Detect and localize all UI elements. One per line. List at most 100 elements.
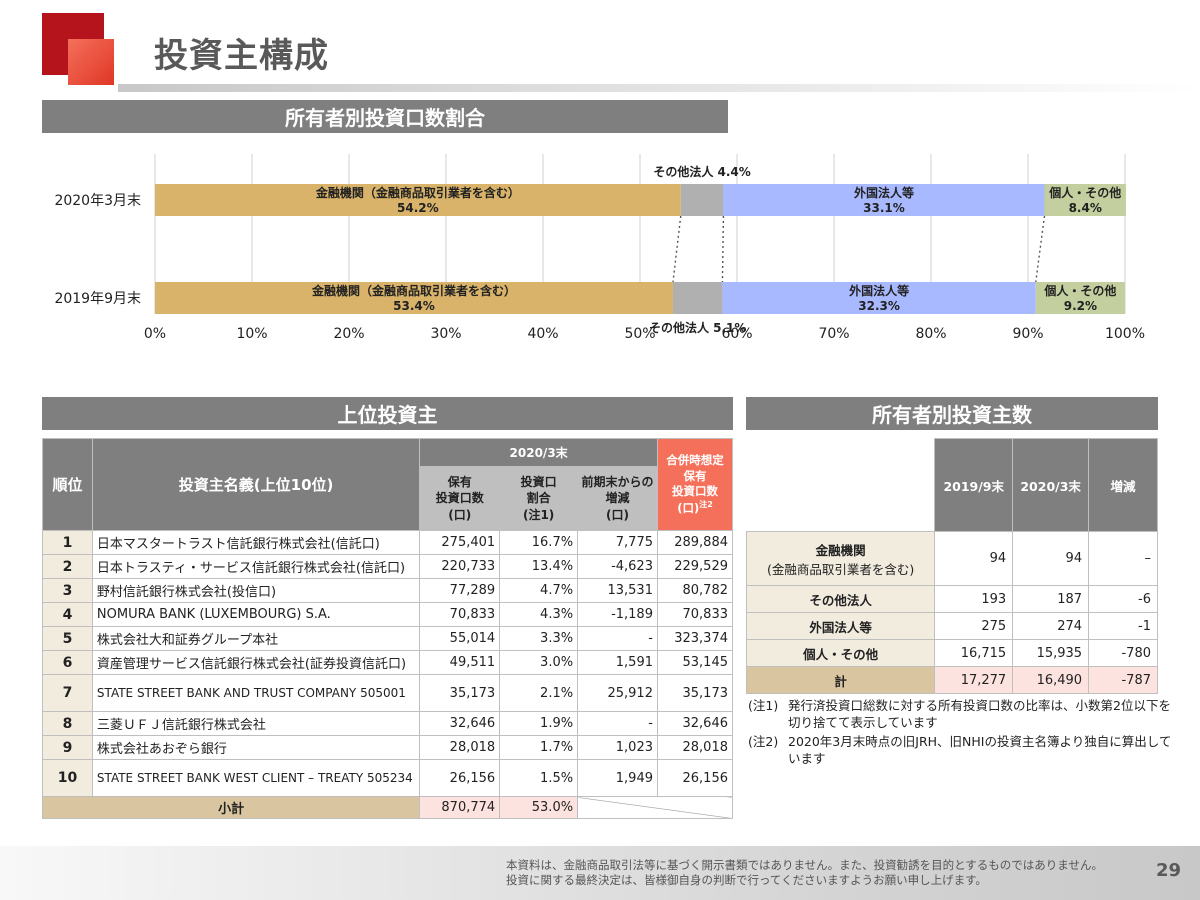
category-cell: 個人・その他: [745, 639, 936, 667]
bar-segment: [723, 184, 1045, 216]
data-label: 54.2%: [397, 201, 439, 215]
header-2020: 2020/3末: [1012, 438, 1090, 532]
y-tick-label: 2020年3月末: [54, 193, 141, 209]
stacked-bar-chart: 0% 10% 20% 30% 40% 50% 60% 70% 80% 90% 100% 2020年3月…: [54, 154, 1145, 342]
series-label: 金融機関（金融商品取引業者を含む）: [315, 185, 520, 200]
rank-cell: 9: [42, 735, 93, 760]
merge-cell: 26,156: [656, 759, 734, 797]
x-tick-label: 70%: [818, 326, 849, 342]
connector-line: [672, 215, 682, 283]
rank-cell: 10: [42, 759, 93, 797]
notes: (注1) 発行済投資口総数に対する所有投資口数の比率は、小数第2位以下を切り捨てて…: [748, 697, 1178, 769]
ratio-cell: 3.3%: [499, 626, 579, 651]
header-name: 投資主名義(上位10位): [91, 438, 421, 531]
x-tick-label: 20%: [333, 326, 364, 342]
units-cell: 77,289: [419, 578, 501, 603]
bar-segment: [680, 184, 724, 216]
name-cell: 日本マスタートラスト信託銀行株式会社(信託口): [91, 530, 421, 555]
section-header-count: 所有者別投資主数: [746, 397, 1158, 430]
rank-cell: 3: [42, 578, 93, 603]
ratio-cell: 13.4%: [499, 554, 579, 579]
merge-cell: 28,018: [656, 735, 734, 760]
data-label: その他法人 4.4%: [653, 164, 750, 179]
change-cell: 1,023: [577, 735, 658, 760]
bar-segment: [155, 282, 673, 314]
title-rule: [118, 84, 1200, 92]
value-2020: 15,935: [1012, 639, 1090, 667]
merge-cell: 32,646: [656, 711, 734, 736]
total-2019: 17,277: [934, 666, 1014, 694]
logo-square-front: [68, 39, 114, 85]
table-row: 3 野村信託銀行株式会社(投信口) 77,289 4.7% 13,531 80,…: [42, 578, 734, 603]
subtotal-empty: [577, 796, 733, 819]
bar-segment: [672, 282, 723, 314]
footer-bar: [0, 846, 1200, 900]
x-tick-label: 60%: [721, 326, 752, 342]
data-label: 8.4%: [1069, 201, 1102, 215]
category-cell: その他法人: [745, 585, 936, 613]
header-ratio: 投資口 割合 (注1): [499, 466, 579, 531]
table-row: 5 株式会社大和証券グループ本社 55,014 3.3% - 323,374: [42, 626, 734, 651]
change-cell: 13,531: [577, 578, 658, 603]
change-cell: 25,912: [577, 674, 658, 712]
name-cell: 株式会社大和証券グループ本社: [91, 626, 421, 651]
table-row: 6 資産管理サービス信託銀行株式会社(証券投資信託口) 49,511 3.0% …: [42, 650, 734, 675]
ratio-cell: 1.5%: [499, 759, 579, 797]
total-label: 計: [745, 666, 936, 694]
rank-cell: 1: [42, 530, 93, 555]
change-cell: -: [577, 711, 658, 736]
x-tick-label: 90%: [1012, 326, 1043, 342]
x-tick-label: 30%: [430, 326, 461, 342]
data-label: その他法人 5.1%: [649, 320, 746, 335]
data-label: 53.4%: [393, 299, 435, 313]
name-cell: 三菱ＵＦＪ信託銀行株式会社: [91, 711, 421, 736]
ratio-cell: 2.1%: [499, 674, 579, 712]
subtotal-ratio: 53.0%: [499, 796, 579, 819]
header-change: 前期末からの 増減 (口): [577, 466, 658, 531]
section-header-top: 上位投資主: [42, 397, 733, 430]
x-tick-label: 80%: [915, 326, 946, 342]
name-cell: NOMURA BANK (LUXEMBOURG) S.A.: [91, 602, 421, 627]
merge-cell: 289,884: [656, 530, 734, 555]
rank-cell: 2: [42, 554, 93, 579]
rank-cell: 4: [42, 602, 93, 627]
section-header-ratio: 所有者別投資口数割合: [42, 100, 728, 133]
bar-segment: [1044, 184, 1126, 216]
change-cell: 1,591: [577, 650, 658, 675]
category-cell: 金融機関 (金融商品取引業者を含む): [745, 531, 936, 586]
ratio-cell: 3.0%: [499, 650, 579, 675]
subtotal-label: 小計: [41, 796, 421, 819]
rank-cell: 6: [42, 650, 93, 675]
header-rank: 順位: [42, 438, 93, 531]
units-cell: 220,733: [419, 554, 501, 579]
series-label: 外国法人等: [854, 185, 914, 200]
x-tick-label: 10%: [236, 326, 267, 342]
merge-cell: 229,529: [656, 554, 734, 579]
change-cell: -1,189: [577, 602, 658, 627]
disclaimer: 本資料は、金融商品取引法等に基づく開示書類ではありません。また、投資勧誘を目的と…: [506, 858, 1103, 887]
merge-cell: 323,374: [656, 626, 734, 651]
value-2019: 94: [934, 531, 1014, 586]
note-2: (注2) 2020年3月末時点の旧JRH、旧NHIの投資主名簿より独自に算出してい…: [748, 734, 1172, 766]
name-cell: 野村信託銀行株式会社(投信口): [91, 578, 421, 603]
ratio-cell: 4.7%: [499, 578, 579, 603]
name-cell: STATE STREET BANK AND TRUST COMPANY 5050…: [91, 674, 421, 712]
series-label: 外国法人等: [849, 283, 909, 298]
bar-segment: [1035, 282, 1125, 314]
table-row: 4 NOMURA BANK (LUXEMBOURG) S.A. 70,833 4…: [42, 602, 734, 627]
value-2020: 187: [1012, 585, 1090, 613]
x-tick-label: 50%: [624, 326, 655, 342]
page-number: 29: [1156, 860, 1182, 881]
total-2020: 16,490: [1012, 666, 1090, 694]
table-row: 9 株式会社あおぞら銀行 28,018 1.7% 1,023 28,018: [42, 735, 734, 760]
change-cell: -: [577, 626, 658, 651]
name-cell: 資産管理サービス信託銀行株式会社(証券投資信託口): [91, 650, 421, 675]
top-investors-table: 順位 投資主名義(上位10位) 2020/3末 合併時想定 保有 投資口数 (口…: [41, 438, 734, 819]
units-cell: 26,156: [419, 759, 501, 797]
connector-line: [721, 215, 725, 283]
bar-segment: [155, 184, 681, 216]
rank-cell: 7: [42, 674, 93, 712]
subtotal-units: 870,774: [419, 796, 501, 819]
connector-line: [1035, 215, 1046, 283]
name-cell: STATE STREET BANK WEST CLIENT – TREATY 5…: [91, 759, 421, 797]
